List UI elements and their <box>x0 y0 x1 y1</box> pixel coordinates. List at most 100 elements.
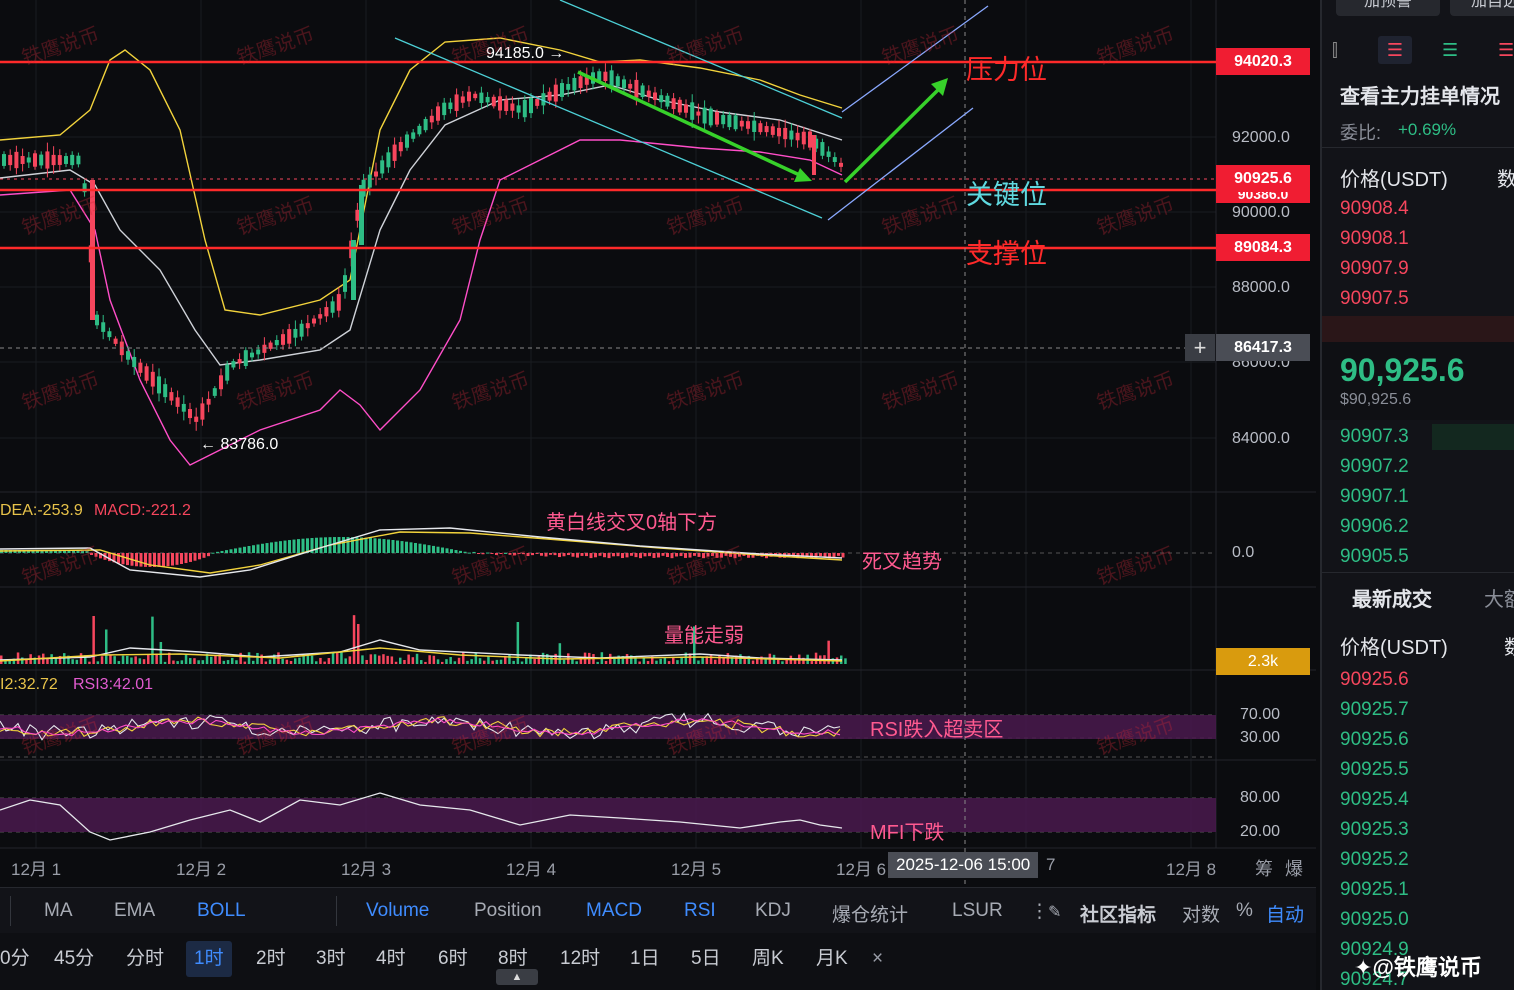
trade-row[interactable]: 90925.6 <box>1340 729 1409 750</box>
tf-item[interactable]: 3时 <box>316 948 346 969</box>
indicator-boll[interactable]: BOLL <box>197 900 246 921</box>
macd-bar <box>616 553 620 557</box>
macd-bar <box>432 545 435 553</box>
trade-row[interactable]: 90925.0 <box>1340 909 1409 930</box>
trade-row[interactable]: 90924.9 <box>1340 939 1409 960</box>
tf-item[interactable]: 5日 <box>691 948 721 969</box>
auto-scale-toggle[interactable]: 自动 <box>1266 905 1305 926</box>
trade-row[interactable]: 90925.5 <box>1340 759 1409 780</box>
candle-body <box>789 130 794 140</box>
candle-body <box>95 314 99 326</box>
trade-row[interactable]: 90925.4 <box>1340 789 1409 810</box>
tf-item-selected[interactable]: 1时 <box>186 941 232 977</box>
edit-icon[interactable]: ✎ <box>1048 904 1062 921</box>
macd-bar <box>499 553 503 554</box>
trade-row[interactable]: 90925.1 <box>1340 879 1409 900</box>
indicator-ma[interactable]: MA <box>44 900 73 921</box>
volume-bar <box>386 655 389 664</box>
ask-row[interactable]: 90908.1 <box>1340 228 1409 249</box>
divider <box>1322 572 1514 573</box>
time-label: 12月 2 <box>176 860 227 879</box>
macd-bar <box>544 553 548 557</box>
tf-item[interactable]: 0分 <box>0 948 30 969</box>
close-timeframes-icon[interactable]: × <box>872 948 884 969</box>
add-alert-plus-icon[interactable]: + <box>1185 334 1215 361</box>
candle-body <box>39 154 44 166</box>
candle-body <box>622 79 626 89</box>
volume-bar <box>247 652 251 664</box>
volume-bar <box>289 660 293 664</box>
tab-latest-trades[interactable]: 最新成交 <box>1352 589 1432 611</box>
add-alert-button[interactable]: 加预警 <box>1336 0 1440 16</box>
trade-row[interactable]: 90925.2 <box>1340 849 1409 870</box>
macd-bar <box>558 553 561 558</box>
view-main-orders-link[interactable]: 查看主力挂单情况 <box>1340 86 1500 108</box>
tf-item[interactable]: 1日 <box>630 948 660 969</box>
trade-row[interactable]: 90925.6 <box>1340 669 1409 690</box>
volume-bar <box>21 657 24 664</box>
book-sell-icon[interactable]: ☰ <box>1378 36 1412 64</box>
add-favorite-button[interactable]: 加自选 <box>1450 0 1514 16</box>
volume-bar <box>126 655 129 664</box>
candle-body <box>411 132 416 139</box>
bid-row[interactable]: 90907.2 <box>1340 456 1409 477</box>
trade-row[interactable]: 90925.3 <box>1340 819 1409 840</box>
ask-row[interactable]: 90908.4 <box>1340 198 1409 219</box>
volume-bar <box>499 659 503 664</box>
tf-item[interactable]: 12时 <box>560 948 601 969</box>
candle-body <box>107 331 112 338</box>
bid-row[interactable]: 90906.2 <box>1340 516 1409 537</box>
tf-item[interactable]: 周K <box>752 948 784 969</box>
volume-bar <box>46 657 49 664</box>
ask-row[interactable]: 90907.5 <box>1340 288 1409 309</box>
volume-bar <box>365 659 368 664</box>
candle-body <box>262 344 267 353</box>
indicator-ema[interactable]: EMA <box>114 900 156 921</box>
macd-bar <box>594 553 597 558</box>
indicator-rsi[interactable]: RSI <box>684 900 716 921</box>
indicator-position[interactable]: Position <box>474 900 542 921</box>
book-depth-icon[interactable]: ☰ <box>1498 40 1514 60</box>
tf-item[interactable]: 月K <box>816 948 848 969</box>
chart-canvas[interactable] <box>0 0 1316 885</box>
bid-row[interactable]: 90907.1 <box>1340 486 1409 507</box>
collapse-chevron-icon[interactable]: ▲ <box>496 969 538 985</box>
candle-body <box>64 156 68 164</box>
tf-item[interactable]: 分时 <box>126 948 165 969</box>
col-qty-header: 数 <box>1497 163 1514 192</box>
indicator-kdj[interactable]: KDJ <box>755 900 791 921</box>
indicator-lsur[interactable]: LSUR <box>952 900 1003 921</box>
community-indicators[interactable]: 社区指标 <box>1080 905 1157 926</box>
indicator-volume[interactable]: Volume <box>366 900 430 921</box>
chart-area[interactable]: 92000.0 90000.0 88000.0 86000.0 84000.0 … <box>0 0 1316 935</box>
more-dots-icon[interactable]: ⋮ <box>1030 901 1049 922</box>
bid-row[interactable]: 90905.5 <box>1340 546 1409 567</box>
bid-row[interactable]: 90907.3 <box>1340 426 1409 447</box>
book-both-icon[interactable]: ⫿ <box>1332 40 1338 60</box>
volume-bar <box>79 653 83 664</box>
ratio-value: +0.69% <box>1398 120 1457 139</box>
volume-bar <box>4 660 7 664</box>
tf-item[interactable]: 45分 <box>54 948 95 969</box>
trade-row[interactable]: 90924.7 <box>1340 969 1409 990</box>
tf-item[interactable]: 2时 <box>256 948 286 969</box>
chip-icon[interactable]: 筹 <box>1255 859 1273 879</box>
macd-bar <box>382 539 386 553</box>
trade-row[interactable]: 90925.7 <box>1340 699 1409 720</box>
indicator-macd[interactable]: MACD <box>586 900 642 921</box>
ask-row[interactable]: 90907.9 <box>1340 258 1409 279</box>
tf-item[interactable]: 6时 <box>438 948 468 969</box>
tab-large-trades[interactable]: 大额 <box>1484 589 1514 611</box>
indicator-liquidation[interactable]: 爆仓统计 <box>832 905 909 926</box>
crosshair-time-tag: 2025-12-06 15:00 <box>888 852 1039 878</box>
percent-scale-toggle[interactable]: % <box>1236 900 1253 921</box>
log-scale-toggle[interactable]: 对数 <box>1182 905 1221 926</box>
timeframe-bar: 0分 45分 分时 1时 2时 3时 4时 6时 8时 12时 1日 5日 周K… <box>0 933 1316 990</box>
volume-bar <box>394 661 398 664</box>
book-buy-icon[interactable]: ☰ <box>1442 40 1459 60</box>
tf-item[interactable]: 4时 <box>376 948 406 969</box>
liquidation-icon[interactable]: 爆 <box>1285 859 1303 879</box>
volume-bar <box>777 658 780 664</box>
tf-item[interactable]: 8时 <box>498 948 528 969</box>
macd-bar <box>450 549 453 553</box>
